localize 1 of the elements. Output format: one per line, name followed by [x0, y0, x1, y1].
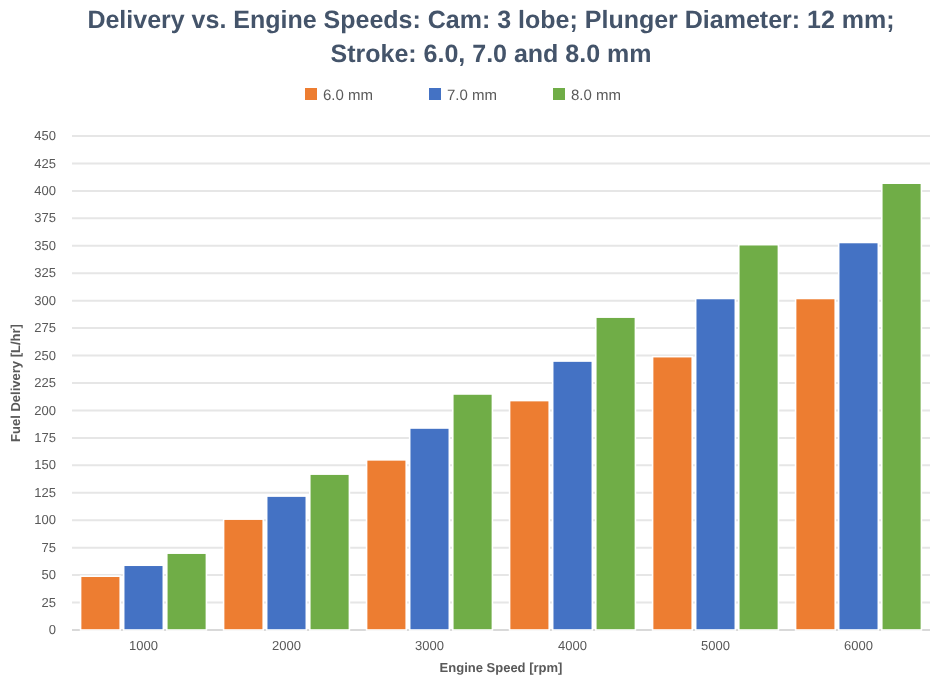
- chart-title: Delivery vs. Engine Speeds: Cam: 3 lobe; Plunger Diameter: 12 mm; Stroke: 6.0, 7.0 and 8.0 mm: [87, 6, 895, 68]
